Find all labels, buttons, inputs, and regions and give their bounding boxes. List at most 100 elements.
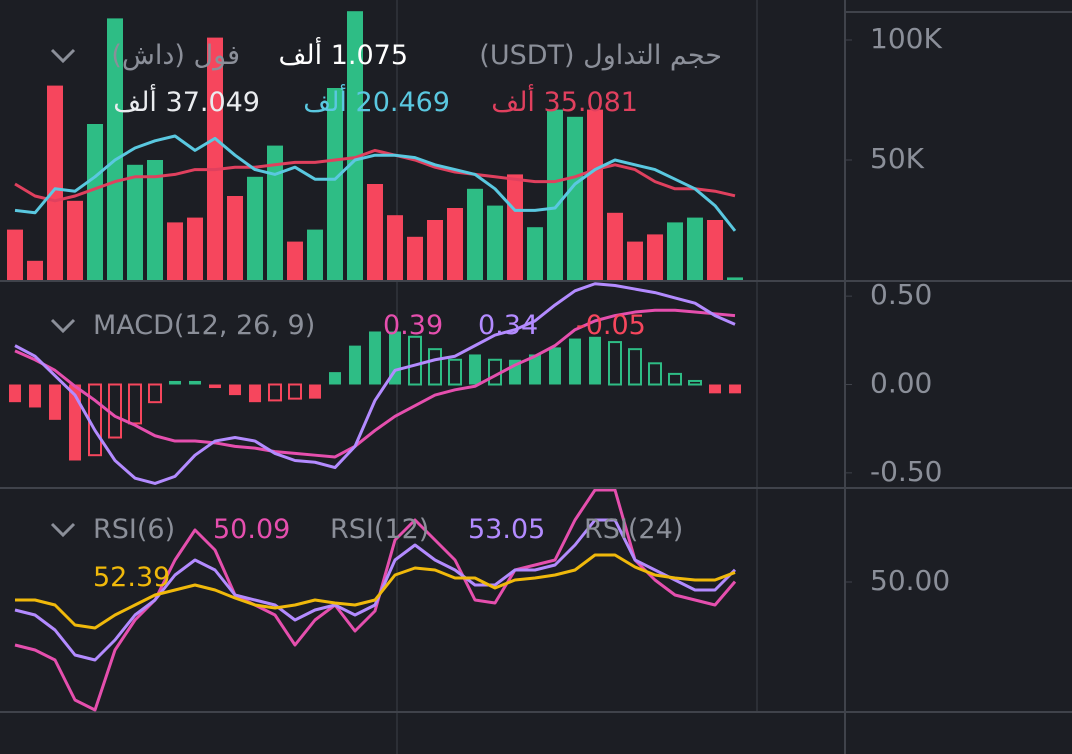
bar bbox=[108, 383, 122, 439]
bar bbox=[47, 85, 63, 280]
bar bbox=[448, 358, 462, 386]
series-line bbox=[15, 553, 736, 630]
bar bbox=[227, 196, 243, 280]
bar bbox=[549, 347, 561, 385]
bar bbox=[567, 116, 583, 280]
bar bbox=[707, 220, 723, 280]
bar bbox=[569, 338, 581, 385]
series-line bbox=[14, 134, 737, 232]
bar bbox=[49, 384, 61, 420]
bar bbox=[127, 164, 143, 280]
volume-panel bbox=[7, 11, 743, 280]
macd-title: MACD(12, 26, 9) bbox=[93, 310, 316, 341]
macd-value: 0.34 bbox=[478, 310, 539, 341]
bar bbox=[529, 354, 541, 385]
bar bbox=[27, 260, 43, 280]
bar bbox=[67, 200, 83, 280]
bar bbox=[29, 384, 41, 408]
bar bbox=[207, 37, 223, 280]
bar bbox=[389, 331, 401, 385]
y-tick-label: 0.00 bbox=[870, 367, 932, 400]
bar bbox=[249, 384, 261, 403]
bar bbox=[589, 336, 601, 385]
bar bbox=[209, 384, 221, 389]
legend-name: RSI(12) bbox=[330, 514, 430, 545]
bar bbox=[147, 160, 163, 280]
bar bbox=[467, 188, 483, 280]
bar bbox=[327, 88, 343, 280]
bar bbox=[648, 362, 662, 386]
bar bbox=[687, 217, 703, 280]
bar bbox=[647, 234, 663, 280]
macd-value: 0.39 bbox=[383, 310, 444, 341]
ma-label: 35.081 ألف bbox=[491, 87, 638, 118]
bar bbox=[729, 384, 741, 394]
bar bbox=[229, 384, 241, 396]
volume-last: 1.075 ألف bbox=[278, 40, 408, 71]
bar bbox=[607, 212, 623, 280]
legend-name: RSI(24) bbox=[584, 514, 684, 545]
legend-value: 53.05 bbox=[468, 514, 546, 545]
legend-name: RSI(6) bbox=[93, 514, 176, 545]
bar bbox=[627, 241, 643, 280]
bar bbox=[587, 109, 603, 280]
bar bbox=[169, 380, 181, 385]
legend-value: 50.09 bbox=[213, 514, 291, 545]
bar bbox=[9, 384, 21, 403]
bar bbox=[709, 384, 721, 394]
bar bbox=[507, 174, 523, 280]
y-tick-label: 50K bbox=[870, 142, 925, 175]
bar bbox=[69, 384, 81, 461]
series-line bbox=[14, 489, 737, 712]
bar bbox=[167, 222, 183, 280]
bar bbox=[469, 354, 481, 385]
bar bbox=[189, 380, 201, 385]
series-line bbox=[14, 308, 736, 459]
bar bbox=[688, 379, 702, 386]
volume-title: حجم التداول (USDT) bbox=[479, 40, 722, 71]
bar bbox=[408, 335, 422, 386]
y-tick-label: 100K bbox=[870, 22, 942, 55]
bar bbox=[347, 11, 363, 280]
y-tick-label: 0.50 bbox=[870, 278, 932, 311]
bar bbox=[287, 241, 303, 280]
bar bbox=[349, 345, 361, 385]
bar bbox=[88, 383, 102, 457]
bar bbox=[387, 215, 403, 280]
axes: 100K 50K 0.50 0.00 -0.50 50.00 bbox=[845, 22, 950, 597]
volume-subtitle: فول (داش) bbox=[111, 40, 240, 71]
rsi-panel bbox=[14, 489, 737, 712]
bar bbox=[7, 229, 23, 280]
bar bbox=[487, 205, 503, 280]
bar bbox=[667, 222, 683, 280]
bar bbox=[367, 184, 383, 280]
bar bbox=[87, 124, 103, 280]
ma-label: 20.469 ألف bbox=[303, 87, 450, 118]
bar bbox=[428, 348, 442, 386]
bar bbox=[187, 217, 203, 280]
bar bbox=[309, 384, 321, 399]
bar bbox=[407, 236, 423, 280]
bar bbox=[628, 348, 642, 386]
series-line bbox=[14, 282, 736, 485]
bar bbox=[527, 227, 543, 280]
ma-label: 37.049 ألف bbox=[113, 87, 260, 118]
bar bbox=[668, 372, 682, 386]
bar bbox=[427, 220, 443, 280]
bar bbox=[267, 145, 283, 280]
series-line bbox=[14, 148, 736, 203]
series-line bbox=[14, 518, 737, 662]
bar bbox=[128, 383, 142, 425]
bar bbox=[369, 331, 381, 385]
chevrons bbox=[50, 48, 76, 538]
macd-panel bbox=[9, 282, 741, 485]
legend-value: 52.39 bbox=[93, 562, 171, 593]
y-tick-label: 50.00 bbox=[870, 564, 950, 597]
y-tick-label: -0.50 bbox=[870, 455, 942, 488]
macd-value: -0.05 bbox=[576, 310, 646, 341]
bar bbox=[268, 383, 282, 402]
bar bbox=[107, 18, 123, 280]
